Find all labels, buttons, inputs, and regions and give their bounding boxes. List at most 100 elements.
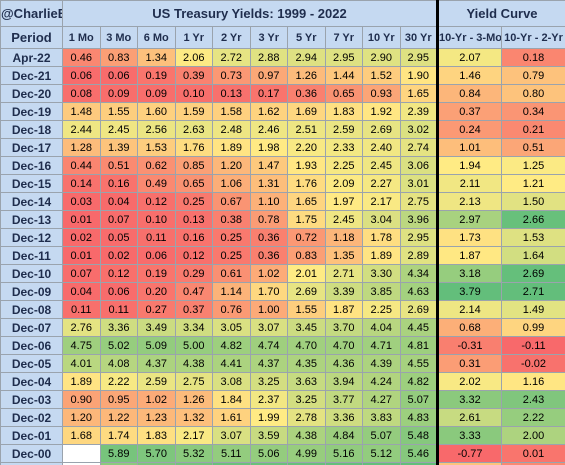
- yield-cell: 0.06: [137, 246, 176, 265]
- period-cell: Dec-00: [0, 444, 63, 463]
- yield-cell: 3.25: [287, 390, 326, 409]
- yield-cell: 1.14: [212, 282, 251, 301]
- period-cell: Dec-19: [0, 102, 63, 121]
- yield-cell: 2.89: [399, 246, 438, 265]
- yield-cell: 1.65: [399, 84, 438, 103]
- yield-cell: 4.38: [287, 426, 326, 445]
- yield-cell: 0.78: [249, 210, 288, 229]
- curve-cell: 2.07: [436, 48, 502, 67]
- table-row: Dec-11 0.01 0.02 0.06 0.12 0.25 0.36 0.83 1.35 1.…: [0, 246, 565, 265]
- period-cell: Dec-09: [0, 282, 63, 301]
- yield-cell: 2.88: [249, 48, 288, 67]
- period-cell: Dec-05: [0, 354, 63, 373]
- yield-cell: 3.05: [212, 318, 251, 337]
- yield-cell: 1.34: [137, 48, 176, 67]
- yield-cell: 0.12: [99, 264, 138, 283]
- yield-cell: 5.06: [249, 444, 288, 463]
- curve-cell: 2.14: [436, 300, 502, 319]
- yield-cell: 4.27: [362, 390, 401, 409]
- yield-cell: 1.83: [324, 102, 363, 121]
- table-row: Dec-04 1.89 2.22 2.59 2.75 3.08 3.25 3.63 3.94 4.…: [0, 372, 565, 391]
- table-head: @CharlieBilello US Treasury Yields: 1999…: [0, 0, 565, 49]
- yield-cell: 0.73: [212, 66, 251, 85]
- period-cell: Dec-06: [0, 336, 63, 355]
- yield-cell: 1.89: [362, 246, 401, 265]
- yield-cell: 1.74: [99, 426, 138, 445]
- yield-cell: 0.20: [137, 282, 176, 301]
- yield-cell: 2.39: [399, 102, 438, 121]
- yield-cell: 2.45: [99, 120, 138, 139]
- table-row: Dec-06 4.75 5.02 5.09 5.00 4.82 4.74 4.70 4.70 4.…: [0, 336, 565, 355]
- yield-cell: 0.72: [287, 228, 326, 247]
- yield-cell: 0.11: [99, 300, 138, 319]
- yield-cell: 0.10: [137, 210, 176, 229]
- yield-cell: 3.77: [324, 390, 363, 409]
- yield-cell: 2.90: [362, 48, 401, 67]
- yield-cell: 3.34: [174, 318, 213, 337]
- curve-cell: 0.37: [436, 102, 502, 121]
- yield-cell: 1.35: [324, 246, 363, 265]
- yield-cell: 4.99: [287, 444, 326, 463]
- table-row: Dec-07 2.76 3.36 3.49 3.34 3.05 3.07 3.45 3.70 4.…: [0, 318, 565, 337]
- yield-cell: 0.27: [137, 300, 176, 319]
- yield-cell: 0.51: [99, 156, 138, 175]
- yield-cell: 5.46: [399, 444, 438, 463]
- table-row: Dec-10 0.07 0.12 0.19 0.29 0.61 1.02 2.01 2.71 3.…: [0, 264, 565, 283]
- yield-cell: 0.76: [212, 300, 251, 319]
- table-row: Dec-19 1.48 1.55 1.60 1.59 1.58 1.62 1.69 1.83 1.…: [0, 102, 565, 121]
- curve-cell: 2.43: [500, 390, 565, 409]
- yield-cell: 2.20: [287, 138, 326, 157]
- yield-cell: 3.70: [324, 318, 363, 337]
- yield-cell: 4.38: [174, 354, 213, 373]
- yield-cell: 0.06: [62, 66, 101, 85]
- yield-cell: 3.39: [324, 282, 363, 301]
- curve-cell: 3.79: [436, 282, 502, 301]
- yield-cell: 3.02: [399, 120, 438, 139]
- title: US Treasury Yields: 1999 - 2022: [62, 0, 438, 27]
- yield-cell: 3.96: [399, 210, 438, 229]
- curve-cell: 1.94: [436, 156, 502, 175]
- yield-cell: 2.45: [362, 156, 401, 175]
- yield-cell: 2.75: [174, 372, 213, 391]
- curve-cell: 1.16: [500, 372, 565, 391]
- yield-cell: 1.97: [324, 192, 363, 211]
- yield-cell: 3.45: [287, 318, 326, 337]
- empty-cell: [62, 444, 101, 463]
- period-cell: Dec-02: [0, 408, 63, 427]
- yield-cell: 0.04: [99, 192, 138, 211]
- yield-cell: 1.00: [249, 300, 288, 319]
- yield-cell: 1.48: [62, 102, 101, 121]
- yield-cell: 1.60: [137, 102, 176, 121]
- column-header: 7 Yr: [324, 26, 363, 49]
- yield-cell: 4.74: [249, 336, 288, 355]
- yield-cell: 0.83: [287, 246, 326, 265]
- yield-cell: 3.25: [249, 372, 288, 391]
- curve-cell: 0.21: [500, 120, 565, 139]
- yield-cell: 0.16: [174, 228, 213, 247]
- curve-cell: 0.51: [500, 138, 565, 157]
- yield-cell: 3.07: [212, 426, 251, 445]
- period-cell: Dec-21: [0, 66, 63, 85]
- table-row: Dec-13 0.01 0.07 0.10 0.13 0.38 0.78 1.75 2.45 3.…: [0, 210, 565, 229]
- column-header: 10 Yr: [362, 26, 401, 49]
- curve-cell: 2.66: [500, 210, 565, 229]
- yield-cell: 4.08: [99, 354, 138, 373]
- yield-cell: 0.12: [174, 246, 213, 265]
- yield-cell: 0.61: [212, 264, 251, 283]
- period-cell: Dec-18: [0, 120, 63, 139]
- yield-cell: 0.07: [99, 210, 138, 229]
- yield-cell: 3.04: [362, 210, 401, 229]
- column-header: 10-Yr - 3-Mo: [436, 26, 502, 49]
- yield-cell: 2.17: [362, 192, 401, 211]
- yield-cell: 1.55: [99, 102, 138, 121]
- yield-cell: 3.08: [212, 372, 251, 391]
- curve-cell: 2.13: [436, 192, 502, 211]
- yield-cell: 4.37: [249, 354, 288, 373]
- yield-cell: 2.78: [287, 408, 326, 427]
- curve-cell: 3.18: [436, 264, 502, 283]
- yield-cell: 0.04: [62, 282, 101, 301]
- yield-cell: 4.83: [399, 408, 438, 427]
- yield-cell: 1.58: [212, 102, 251, 121]
- yield-cell: 3.85: [362, 282, 401, 301]
- curve-cell: 1.73: [436, 228, 502, 247]
